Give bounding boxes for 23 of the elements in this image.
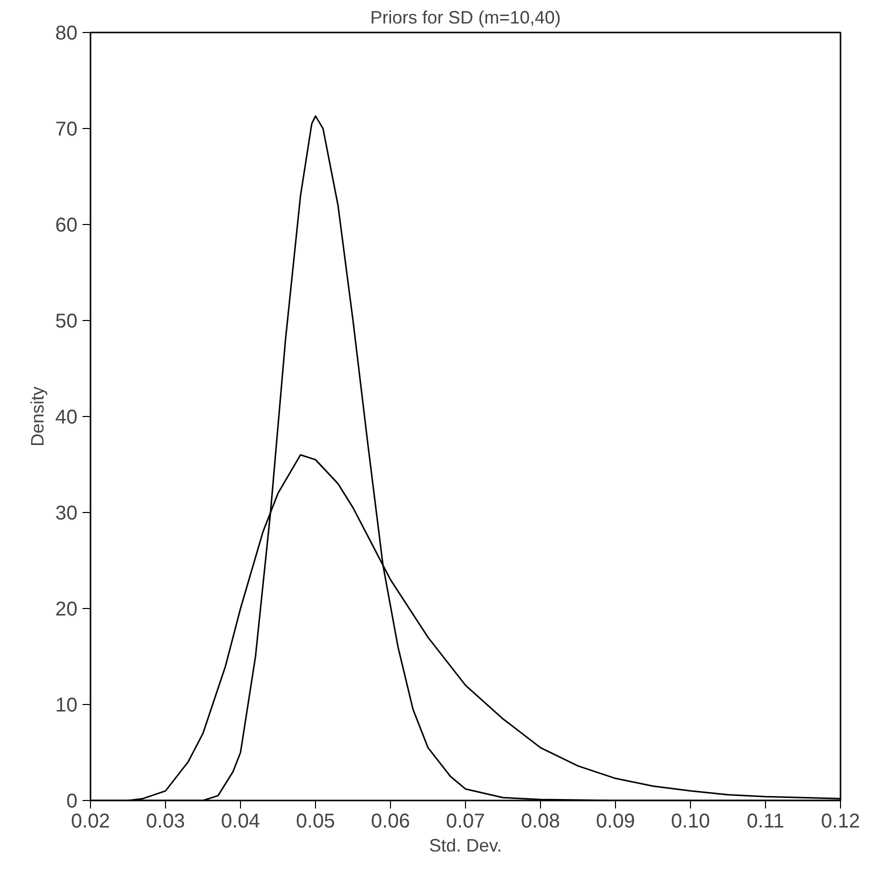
y-tick-label: 50	[55, 310, 78, 332]
y-tick-label: 60	[55, 214, 78, 236]
y-tick-label: 20	[55, 598, 78, 620]
x-tick-label: 0.11	[746, 810, 784, 832]
y-tick-label: 0	[66, 790, 78, 812]
x-tick-label: 0.10	[671, 810, 710, 832]
x-tick-label: 0.06	[371, 810, 410, 832]
x-tick-label: 0.05	[296, 810, 335, 832]
x-tick-label: 0.07	[446, 810, 485, 832]
x-tick-label: 0.03	[146, 810, 185, 832]
x-tick-label: 0.08	[521, 810, 560, 832]
x-tick-label: 0.04	[221, 810, 260, 832]
y-tick-label: 10	[55, 694, 78, 716]
chart-title: Priors for SD (m=10,40)	[370, 8, 561, 28]
y-tick-label: 30	[55, 502, 78, 524]
y-axis-title: Density	[27, 386, 48, 447]
y-tick-label: 40	[55, 406, 78, 428]
x-axis-title: Std. Dev.	[429, 836, 502, 856]
y-tick-label: 80	[55, 22, 78, 44]
y-tick-label: 70	[55, 118, 78, 140]
x-tick-label: 0.12	[821, 810, 860, 832]
x-tick-label: 0.09	[596, 810, 635, 832]
x-tick-label: 0.02	[71, 810, 110, 832]
